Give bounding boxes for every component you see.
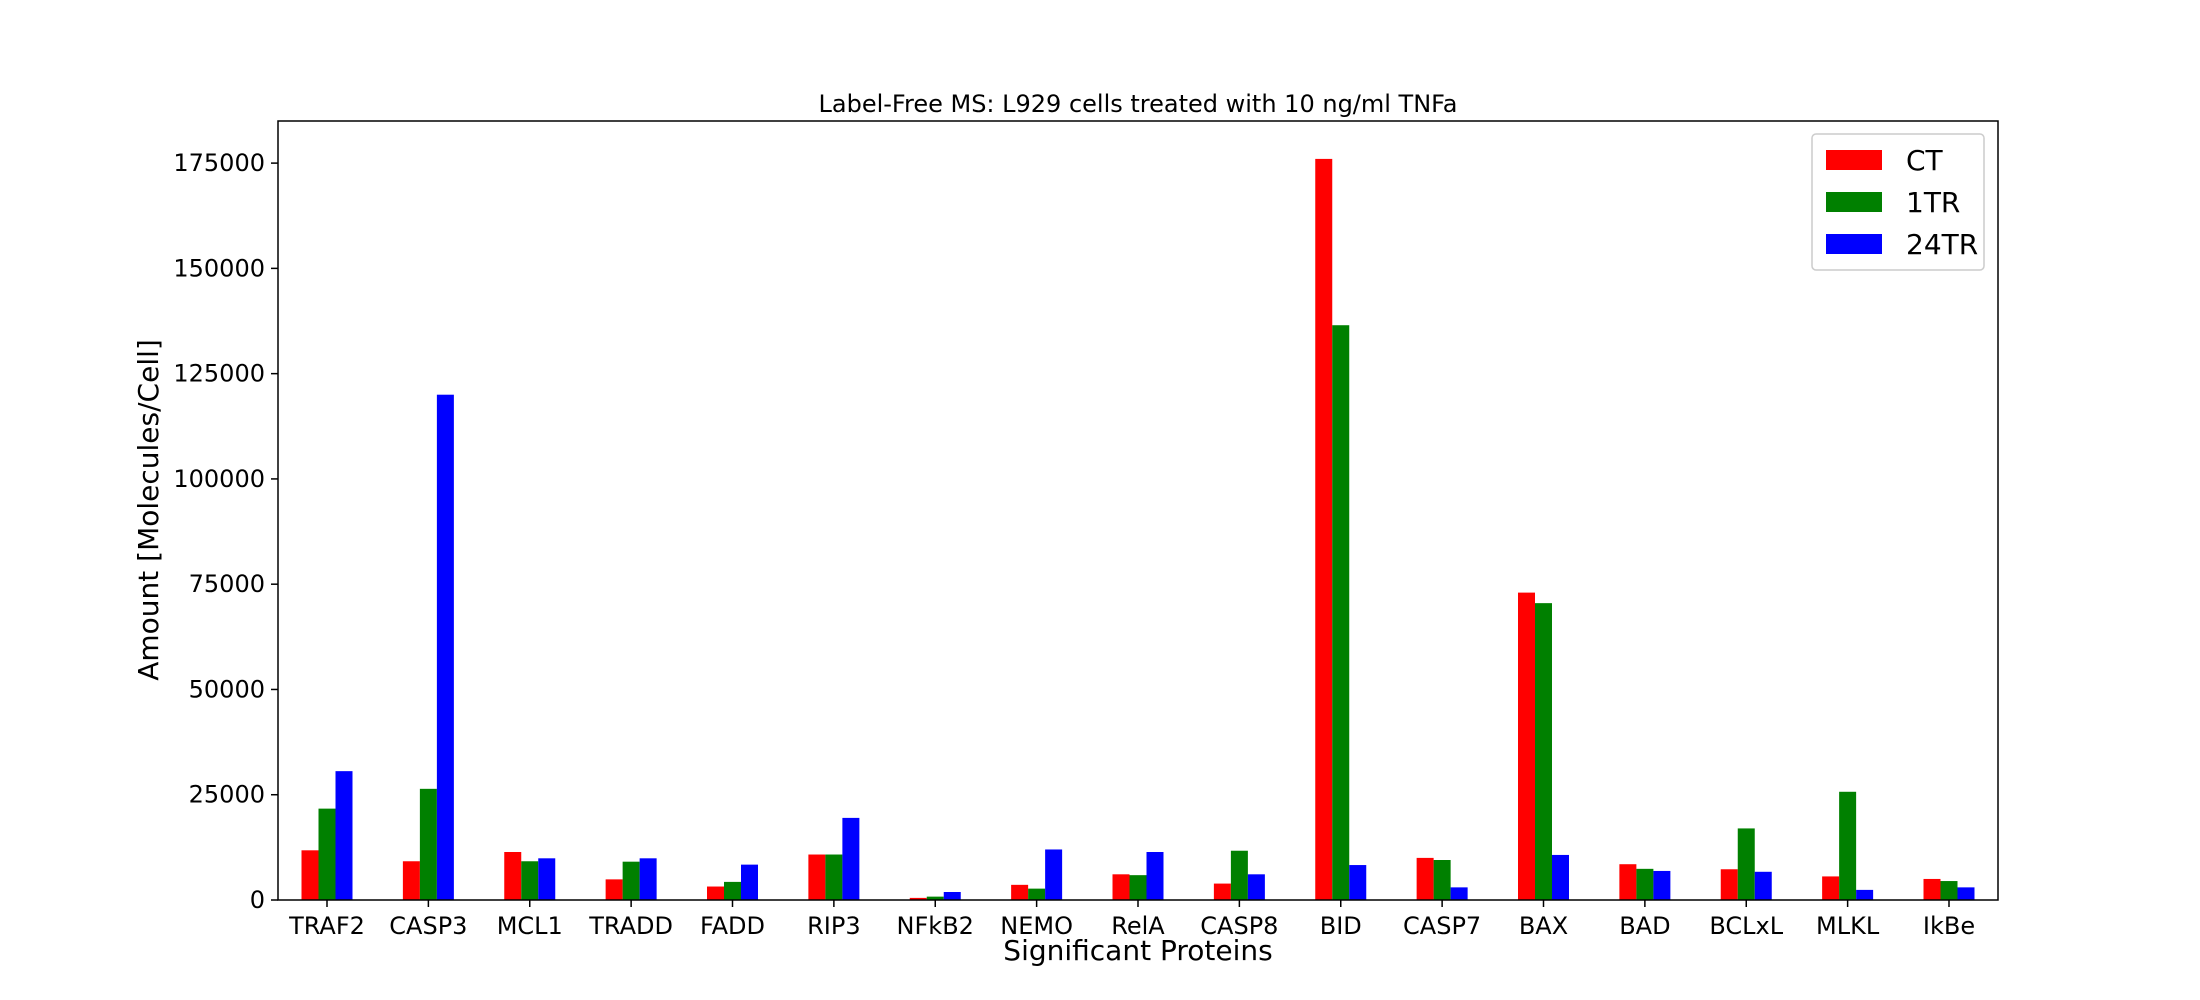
bar-1tr-bclxl — [1737, 828, 1755, 900]
bar-24tr-tradd — [639, 858, 657, 900]
bar-ct-traf2 — [301, 850, 319, 900]
x-tick-label: BAD — [1619, 912, 1670, 940]
bar-1tr-bad — [1636, 868, 1654, 900]
bar-24tr-bclxl — [1754, 871, 1772, 900]
bar-ct-nemo — [1011, 884, 1029, 900]
x-tick-label: NEMO — [1000, 912, 1073, 940]
x-tick-label: TRAF2 — [288, 912, 365, 940]
chart-title: Label-Free MS: L929 cells treated with 1… — [819, 90, 1458, 118]
x-tick-label: FADD — [700, 912, 765, 940]
plot-frame — [277, 120, 1999, 901]
bar-24tr-traf2 — [335, 771, 353, 900]
bar-1tr-casp7 — [1433, 860, 1451, 900]
y-tick-label: 0 — [250, 886, 265, 914]
bar-ct-bid — [1315, 158, 1333, 900]
x-axis-ticks: TRAF2 CASP3 MCL1 TRADD FADD RIP3 NFkB2 NEMO RelA… — [288, 900, 1975, 940]
bar-1tr-rip3 — [825, 854, 843, 900]
bar-1tr-traf2 — [318, 808, 336, 900]
bar-ct-ikbe — [1923, 878, 1941, 900]
bar-1tr-tradd — [622, 861, 640, 900]
y-tick-label: 100000 — [173, 465, 265, 493]
y-axis-ticks: 0 25000 50000 75000 100000 125000 150000 175000 — [173, 149, 278, 914]
y-tick-label: 175000 — [173, 149, 265, 177]
bar-ct-casp8 — [1213, 883, 1231, 900]
bar-24tr-fadd — [741, 864, 758, 900]
bar-ct-mlkl — [1822, 876, 1840, 900]
bar-1tr-mlkl — [1839, 791, 1857, 900]
x-tick-label: RIP3 — [807, 912, 861, 940]
legend-label-ct: CT — [1906, 144, 1944, 177]
bar-ct-bclxl — [1720, 869, 1738, 900]
bar-24tr-rip3 — [842, 817, 860, 900]
legend: CT 1TR 24TR — [1811, 133, 1985, 271]
bar-ct-rip3 — [808, 854, 826, 900]
bar-ct-bax — [1518, 592, 1535, 900]
y-tick-label: 150000 — [173, 254, 265, 282]
bar-1tr-nemo — [1028, 888, 1046, 900]
bar-1tr-casp8 — [1230, 850, 1248, 900]
bar-1tr-rela — [1129, 875, 1147, 900]
bar-ct-fadd — [707, 886, 724, 900]
bar-ct-tradd — [605, 879, 623, 900]
bar-24tr-bid — [1349, 865, 1367, 900]
bar-24tr-nemo — [1045, 849, 1063, 900]
bar-ct-nfkb2 — [909, 897, 927, 900]
legend-swatch-24tr — [1826, 234, 1882, 254]
bar-24tr-casp3 — [436, 394, 454, 900]
bar-1tr-casp3 — [419, 788, 437, 900]
bar-24tr-casp7 — [1450, 887, 1468, 900]
bar-24tr-nfkb2 — [943, 892, 961, 900]
y-tick-label: 25000 — [189, 781, 265, 809]
x-tick-label: BCLxL — [1709, 912, 1783, 940]
bar-ct-casp7 — [1416, 857, 1434, 900]
x-tick-label: BID — [1320, 912, 1362, 940]
x-tick-label: MCL1 — [497, 912, 563, 940]
bar-ct-rela — [1112, 874, 1130, 900]
x-tick-label: RelA — [1111, 912, 1165, 940]
bar-24tr-mlkl — [1856, 889, 1874, 900]
bar-24tr-casp8 — [1247, 874, 1265, 900]
bar-1tr-bid — [1332, 325, 1350, 901]
y-tick-label: 125000 — [173, 360, 265, 388]
bar-1tr-ikbe — [1940, 881, 1958, 900]
bar-ct-mcl1 — [504, 852, 522, 900]
bar-24tr-bax — [1552, 854, 1569, 900]
x-tick-label: BAX — [1519, 912, 1568, 940]
bar-24tr-ikbe — [1957, 887, 1975, 900]
legend-items: CT 1TR 24TR — [1826, 144, 1978, 261]
x-tick-label: MLKL — [1816, 912, 1880, 940]
bar-1tr-mcl1 — [521, 861, 539, 900]
bar-24tr-bad — [1653, 870, 1671, 900]
x-axis-label: Significant Proteins — [1003, 934, 1272, 967]
y-tick-label: 50000 — [189, 675, 265, 703]
bar-24tr-mcl1 — [538, 858, 556, 900]
x-tick-label: TRADD — [588, 912, 673, 940]
y-axis-label: Amount [Molecules/Cell] — [132, 339, 165, 681]
bar-1tr-bax — [1535, 603, 1552, 900]
x-tick-label: CASP7 — [1403, 912, 1481, 940]
y-tick-label: 75000 — [189, 570, 265, 598]
bars-group — [301, 158, 1975, 901]
bar-ct-bad — [1619, 864, 1637, 900]
x-tick-label: CASP3 — [389, 912, 467, 940]
x-tick-label: NFkB2 — [897, 912, 974, 940]
legend-label-1tr: 1TR — [1906, 186, 1960, 219]
bar-24tr-rela — [1146, 852, 1164, 900]
bar-ct-casp3 — [402, 861, 420, 900]
x-tick-label: CASP8 — [1200, 912, 1278, 940]
legend-label-24tr: 24TR — [1906, 228, 1978, 261]
legend-swatch-ct — [1826, 150, 1882, 170]
bar-1tr-fadd — [724, 881, 741, 900]
legend-swatch-1tr — [1826, 192, 1882, 212]
x-tick-label: IkBe — [1923, 912, 1975, 940]
bar-1tr-nfkb2 — [926, 896, 944, 900]
